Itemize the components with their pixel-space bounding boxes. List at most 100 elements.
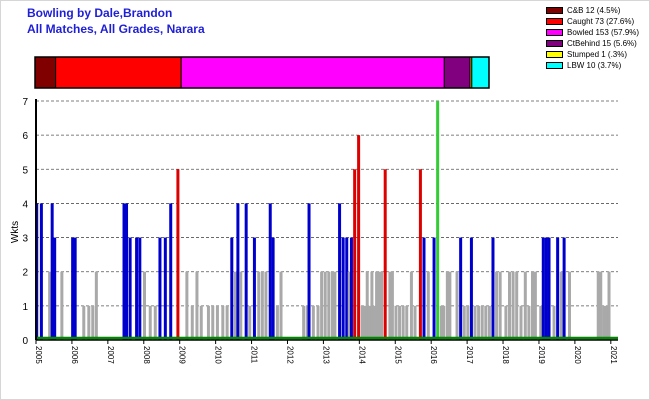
- match-bar: [341, 237, 345, 340]
- match-bar: [445, 271, 449, 340]
- match-bar: [279, 271, 283, 340]
- legend-swatch: [546, 7, 563, 14]
- y-tick-label: 2: [22, 268, 28, 279]
- x-tick-label: 2015: [393, 346, 402, 364]
- match-bar: [398, 305, 402, 340]
- match-bar: [257, 271, 261, 340]
- y-tick-label: 5: [22, 165, 28, 176]
- match-bar: [244, 203, 248, 340]
- match-bar: [547, 237, 551, 340]
- x-tick-label: 2009: [178, 346, 187, 364]
- dismissal-segment-ctbehind: [443, 56, 471, 89]
- x-tick-label: 2017: [465, 346, 474, 364]
- legend: C&B 12 (4.5%) Caught 73 (27.6%) Bowled 1…: [546, 5, 639, 71]
- match-bar: [169, 203, 173, 340]
- match-bar: [347, 271, 351, 340]
- legend-swatch: [546, 51, 563, 58]
- match-bar: [409, 271, 413, 340]
- match-bar: [432, 237, 436, 340]
- match-bar: [480, 305, 484, 340]
- match-bar: [239, 271, 243, 340]
- dismissal-segment-bowled: [180, 56, 445, 89]
- match-bar: [370, 271, 374, 340]
- legend-item-stumped: Stumped 1 (.3%): [546, 49, 639, 60]
- match-bar: [206, 305, 210, 340]
- match-bar: [252, 237, 256, 340]
- match-bar: [462, 305, 466, 340]
- match-bar: [436, 101, 440, 340]
- match-bar: [349, 237, 353, 340]
- match-bar: [487, 305, 491, 340]
- match-bar: [275, 305, 279, 340]
- match-bar: [82, 305, 86, 340]
- match-bar: [533, 271, 537, 340]
- match-bar: [142, 271, 146, 340]
- match-bar: [190, 305, 194, 340]
- chart-title: Bowling by Dale,Brandon All Matches, All…: [27, 5, 205, 37]
- match-bar: [418, 169, 422, 340]
- legend-label: LBW 10 (3.7%): [567, 61, 622, 70]
- match-bar: [338, 203, 342, 340]
- y-tick-label: 1: [22, 302, 28, 313]
- match-bar: [50, 203, 54, 340]
- x-tick-label: 2006: [70, 346, 79, 364]
- match-bar: [264, 271, 268, 340]
- match-bar: [484, 305, 488, 340]
- match-bar: [383, 169, 387, 340]
- match-bar: [544, 237, 548, 340]
- legend-label: C&B 12 (4.5%): [567, 6, 621, 15]
- match-bar: [320, 271, 324, 340]
- match-bar: [48, 271, 52, 340]
- y-tick-label: 7: [22, 97, 28, 108]
- match-bar: [307, 203, 311, 340]
- match-bar: [215, 305, 219, 340]
- match-bar: [248, 305, 252, 340]
- match-bar: [185, 271, 189, 340]
- match-bar: [562, 237, 566, 340]
- match-bar: [153, 305, 157, 340]
- match-bar: [388, 271, 392, 340]
- y-tick-label: 0: [22, 336, 28, 347]
- match-bar: [71, 237, 75, 340]
- match-bar: [91, 305, 95, 340]
- x-tick-label: 2012: [285, 346, 294, 364]
- match-bar: [353, 169, 357, 340]
- y-tick-label: 6: [22, 131, 28, 142]
- match-bar: [599, 271, 603, 340]
- legend-item-caught: Caught 73 (27.6%): [546, 16, 639, 27]
- match-bar: [495, 271, 499, 340]
- match-bar: [602, 305, 606, 340]
- match-bar: [491, 237, 495, 340]
- match-bar: [511, 271, 515, 340]
- match-bar: [377, 271, 381, 340]
- x-tick-label: 2007: [106, 346, 115, 364]
- match-bar: [422, 237, 426, 340]
- x-tick-label: 2018: [501, 346, 510, 364]
- match-bar: [405, 305, 409, 340]
- match-bar: [163, 237, 167, 340]
- match-bar: [271, 237, 275, 340]
- match-bar: [195, 271, 199, 340]
- match-bar: [122, 203, 126, 340]
- y-axis-label: Wkts: [10, 221, 21, 243]
- x-tick-label: 2014: [357, 346, 366, 364]
- match-bar: [380, 271, 384, 340]
- match-bar: [158, 237, 162, 340]
- dismissal-segment-caught: [55, 56, 182, 89]
- match-bar: [199, 305, 203, 340]
- match-bar: [426, 271, 430, 340]
- x-tick-label: 2021: [609, 346, 618, 364]
- match-bar: [498, 271, 502, 340]
- y-tick-label: 3: [22, 234, 28, 245]
- match-bar: [365, 271, 369, 340]
- x-tick-label: 2016: [429, 346, 438, 364]
- match-bar: [60, 271, 64, 340]
- legend-item-lbw: LBW 10 (3.7%): [546, 60, 639, 71]
- legend-item-ctbehind: CtBehind 15 (5.6%): [546, 38, 639, 49]
- match-bar: [459, 237, 463, 340]
- match-bar: [439, 305, 443, 340]
- match-bar: [413, 305, 417, 340]
- match-bar: [401, 305, 405, 340]
- match-bar: [302, 305, 306, 340]
